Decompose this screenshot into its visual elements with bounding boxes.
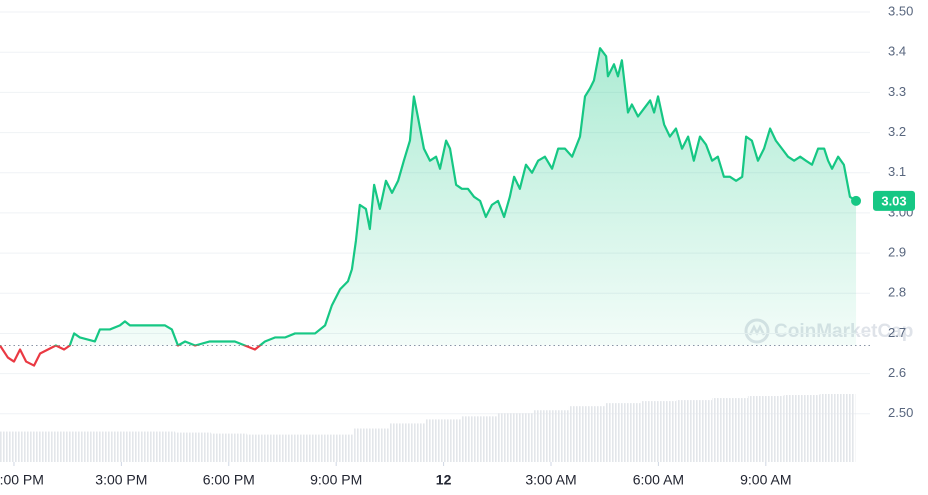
y-tick-label: 2.50 (888, 405, 913, 420)
y-tick-label: 3.50 (888, 3, 913, 18)
volume-bar (497, 413, 534, 462)
volume-bar (246, 434, 283, 462)
x-tick-label: 3:00 PM (95, 472, 147, 488)
volume-bar (175, 432, 211, 462)
x-tick-label: 9:00 AM (740, 472, 791, 488)
volume-bar (568, 406, 605, 462)
x-tick-label: 6:00 AM (633, 472, 684, 488)
x-tick-label: 6:00 PM (203, 472, 255, 488)
x-tick-label: 9:00 PM (310, 472, 362, 488)
volume-bar (640, 401, 677, 462)
volume-bar (318, 434, 355, 462)
x-tick-label: 12 (436, 472, 452, 488)
volume-bar (210, 433, 247, 462)
volume-bar (783, 395, 820, 462)
volume-bar (712, 398, 748, 462)
price-tag: 3.03 (881, 193, 906, 208)
volume-bar (389, 423, 426, 462)
volume-bar (354, 428, 390, 462)
volume-bar (533, 410, 569, 462)
y-tick-label: 2.9 (888, 245, 906, 260)
x-tick-label: 3:00 AM (525, 472, 576, 488)
y-tick-label: 3.3 (888, 84, 906, 99)
volume-bar (461, 416, 498, 462)
volume-bar (282, 434, 319, 462)
volume-bar (103, 431, 140, 462)
y-tick-label: 3.1 (888, 164, 906, 179)
price-line (0, 47, 857, 367)
volume-bar (747, 396, 784, 462)
x-tick-label: 12:00 PM (0, 472, 44, 488)
volume-bar (67, 431, 104, 462)
y-tick-label: 3.2 (888, 124, 906, 139)
price-area (69, 48, 857, 346)
volume-bar (139, 431, 176, 462)
volume-bar (31, 431, 68, 462)
y-tick-label: 2.8 (888, 285, 906, 300)
volume-bar (604, 403, 641, 462)
volume-bar (819, 394, 856, 462)
y-tick-label: 3.4 (888, 44, 906, 59)
volume-bar (425, 419, 462, 462)
last-point (851, 195, 862, 206)
price-tag-bg (873, 190, 915, 211)
volume-bar (676, 400, 713, 462)
volume-bar (0, 431, 32, 462)
y-tick-label: 2.6 (888, 365, 906, 380)
y-tick-label: 2.7 (888, 325, 906, 340)
